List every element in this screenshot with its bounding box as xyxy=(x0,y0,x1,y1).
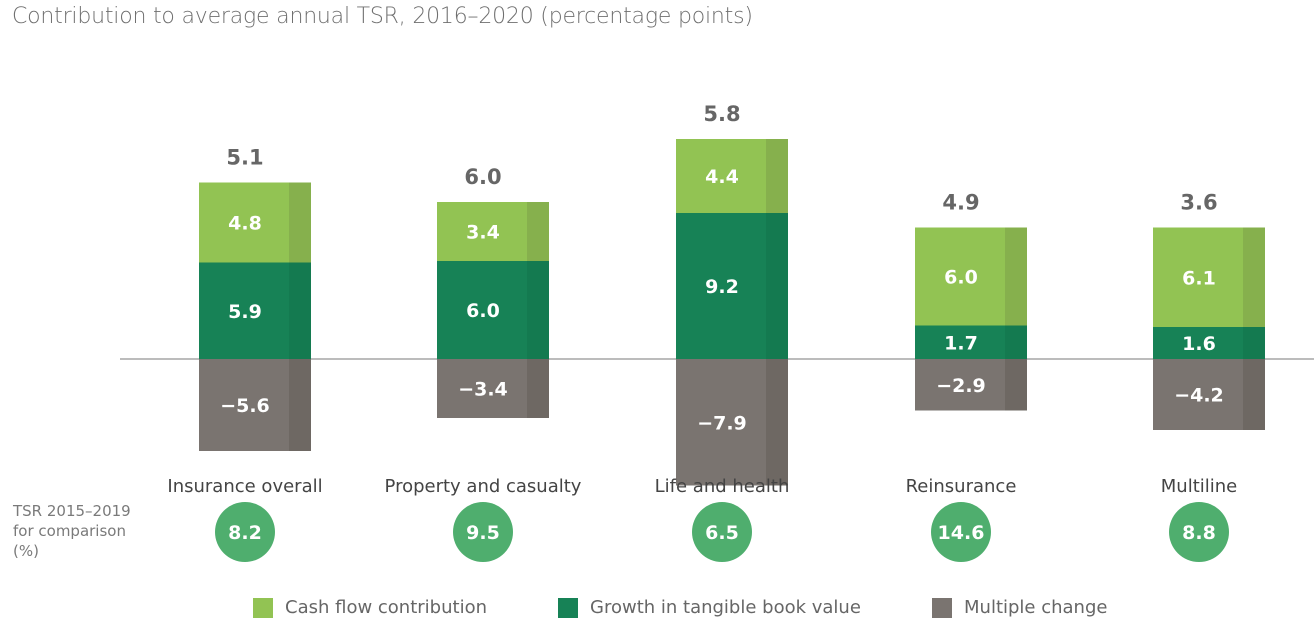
comparison-value: 6.5 xyxy=(705,522,739,544)
data-label: 5.9 xyxy=(228,301,262,323)
total-label: 3.6 xyxy=(1180,191,1217,215)
legend-item-multiple: Multiple change xyxy=(932,597,1107,618)
comparison-value: 8.2 xyxy=(228,522,262,544)
data-label: 4.4 xyxy=(705,166,739,188)
legend-swatch xyxy=(253,597,273,618)
legend-label: Cash flow contribution xyxy=(285,597,487,618)
comparison-circle xyxy=(1169,502,1229,562)
bar-edge xyxy=(1005,359,1027,411)
bar-edge xyxy=(527,359,549,418)
data-label: −7.9 xyxy=(697,412,747,434)
legend: Cash flow contribution Growth in tangibl… xyxy=(0,597,1314,621)
data-label: −5.6 xyxy=(220,395,270,417)
legend-label: Multiple change xyxy=(964,597,1108,618)
bar-edge xyxy=(766,139,788,213)
bar-edge xyxy=(289,359,311,451)
bar-edge xyxy=(1005,227,1027,326)
bar-edge xyxy=(1243,327,1265,359)
comparison-circle xyxy=(453,502,513,562)
comparison-label: TSR 2015–2019 for comparison (%) xyxy=(13,501,153,561)
category-label: Life and health xyxy=(655,476,790,497)
data-label: 9.2 xyxy=(705,276,739,298)
category-label: Property and casualty xyxy=(385,476,582,497)
bar-edge xyxy=(766,359,788,486)
data-label: 6.0 xyxy=(466,300,500,322)
bar-edge xyxy=(1243,227,1265,327)
category-label: Insurance overall xyxy=(167,476,322,497)
bar-edge xyxy=(289,182,311,263)
data-label: −4.2 xyxy=(1174,385,1224,407)
comparison-label-line: (%) xyxy=(13,542,39,560)
legend-swatch xyxy=(932,597,952,618)
category-label: Multiline xyxy=(1161,476,1237,497)
bar-edge xyxy=(1005,325,1027,359)
comparison-value: 14.6 xyxy=(938,522,985,544)
bar-edge xyxy=(527,261,549,359)
data-label: 4.8 xyxy=(228,213,262,235)
legend-swatch xyxy=(558,597,578,618)
total-label: 5.1 xyxy=(226,146,263,170)
comparison-label-line: TSR 2015–2019 xyxy=(13,502,131,520)
data-label: 1.6 xyxy=(1182,333,1216,355)
total-label: 6.0 xyxy=(464,165,501,189)
chart-title: Contribution to average annual TSR, 2016… xyxy=(12,4,753,29)
bar-edge xyxy=(527,202,549,261)
total-label: 4.9 xyxy=(942,191,979,215)
category-label: Reinsurance xyxy=(906,476,1017,497)
comparison-value: 8.8 xyxy=(1182,522,1216,544)
legend-item-growth: Growth in tangible book value xyxy=(558,597,861,618)
comparison-value: 9.5 xyxy=(466,522,500,544)
comparison-circle xyxy=(215,502,275,562)
bar-edge xyxy=(1243,359,1265,430)
comparison-circle xyxy=(692,502,752,562)
total-label: 5.8 xyxy=(703,102,740,126)
data-label: −3.4 xyxy=(458,379,508,401)
data-label: 1.7 xyxy=(944,332,978,354)
data-label: −2.9 xyxy=(936,375,986,397)
legend-label: Growth in tangible book value xyxy=(590,597,861,618)
data-label: 6.0 xyxy=(944,267,978,289)
comparison-circle xyxy=(931,502,991,562)
comparison-label-line: for comparison xyxy=(13,522,126,540)
bar-edge xyxy=(289,262,311,359)
data-label: 3.4 xyxy=(466,222,500,244)
bar-edge xyxy=(766,213,788,359)
data-label: 6.1 xyxy=(1182,267,1216,289)
legend-item-cash: Cash flow contribution xyxy=(253,597,487,618)
